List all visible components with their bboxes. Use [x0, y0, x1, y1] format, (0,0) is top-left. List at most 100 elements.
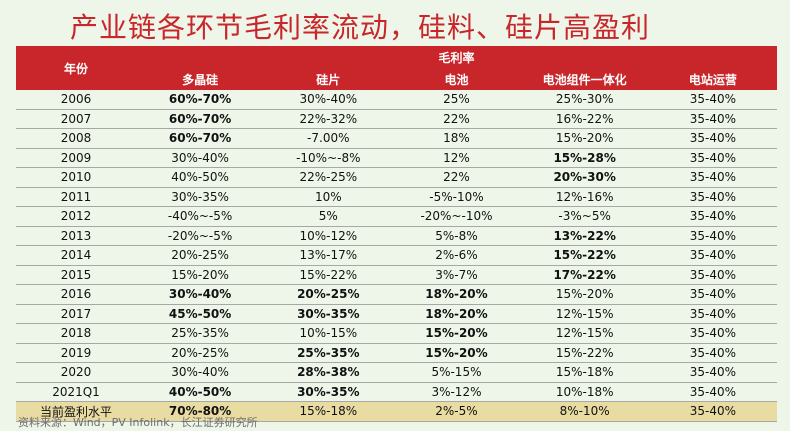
table-row: 2021Q1 40%-50% 30%-35% 3%-12% 10%-18% 35-40%: [16, 382, 777, 402]
margin-cell: 25%-30%: [520, 90, 649, 110]
margin-cell: 30%-40%: [136, 148, 265, 168]
header-row-columns: 多晶硅 硅片 电池 电池组件一体化 电站运营: [16, 68, 777, 90]
margin-cell: 35-40%: [648, 109, 777, 129]
margin-cell: 15%-22%: [264, 265, 393, 285]
margin-cell: 35-40%: [648, 187, 777, 207]
margin-cell: -3%~5%: [520, 206, 649, 227]
margin-cell: 5%-8%: [392, 226, 521, 246]
margin-cell: -40%~-5%: [136, 206, 265, 227]
year-cell: 2007: [16, 109, 136, 129]
margin-cell: 35-40%: [648, 343, 777, 363]
margin-cell: 35-40%: [648, 206, 777, 227]
margin-cell: 22%: [392, 167, 521, 188]
table-row: 2017 45%-50% 30%-35% 18%-20% 12%-15% 35-40%: [16, 304, 777, 324]
margin-cell: 22%: [392, 109, 521, 129]
margin-cell: 17%-22%: [520, 265, 649, 285]
table-row: 2014 20%-25% 13%-17% 2%-6% 15%-22% 35-40%: [16, 245, 777, 266]
margin-cell: 35-40%: [648, 304, 777, 324]
year-cell: 2016: [16, 284, 136, 305]
margin-cell: 5%: [264, 206, 393, 227]
margin-cell: 10%-12%: [264, 226, 393, 246]
table-row: 2013 -20%~-5% 10%-12% 5%-8% 13%-22% 35-40%: [16, 226, 777, 246]
year-cell: 2014: [16, 245, 136, 266]
margin-cell: 35-40%: [648, 167, 777, 188]
margin-cell: 30%-35%: [136, 187, 265, 207]
table-row: 2012 -40%~-5% 5% -20%~-10% -3%~5% 35-40%: [16, 206, 777, 227]
table-row: 2009 30%-40% -10%~-8% 12% 15%-28% 35-40%: [16, 148, 777, 168]
margin-cell: 16%-22%: [520, 109, 649, 129]
table-row: 2007 60%-70% 22%-32% 22% 16%-22% 35-40%: [16, 109, 777, 129]
year-cell: 2019: [16, 343, 136, 363]
margin-cell: 8%-10%: [520, 401, 649, 422]
margin-cell: 12%: [392, 148, 521, 168]
gross-margin-table: 年份 毛利率 多晶硅 硅片 电池 电池组件一体化 电站运营 2006 60%-70…: [16, 46, 777, 422]
margin-cell: 35-40%: [648, 226, 777, 246]
margin-cell: 35-40%: [648, 148, 777, 168]
margin-cell: 25%-35%: [136, 323, 265, 344]
margin-cell: 35-40%: [648, 90, 777, 110]
column-header-cell: 电池: [392, 68, 521, 90]
margin-cell: 2%-5%: [392, 401, 521, 422]
year-cell: 2017: [16, 304, 136, 324]
column-header-wafer: 硅片: [264, 68, 393, 90]
margin-cell: 18%-20%: [392, 304, 521, 324]
slide-title: 产业链各环节毛利率流动，硅料、硅片高盈利: [70, 11, 651, 44]
table-row: 2016 30%-40% 20%-25% 18%-20% 15%-20% 35-40%: [16, 284, 777, 305]
year-cell: 当前盈利水平: [16, 401, 136, 422]
margin-cell: 15%-20%: [136, 265, 265, 285]
margin-cell: 60%-70%: [136, 109, 265, 129]
year-cell: 2021Q1: [16, 382, 136, 402]
margin-cell: 12%-16%: [520, 187, 649, 207]
year-cell: 2011: [16, 187, 136, 207]
column-header-plant-operation: 电站运营: [648, 68, 777, 90]
source-note: 资料来源：Wind，PV Infolink，长江证券研究所: [18, 416, 258, 429]
margin-cell: 20%-25%: [264, 284, 393, 305]
margin-cell: 15%-20%: [520, 284, 649, 305]
gross-margin-group-header: 毛利率: [136, 46, 777, 68]
margin-cell: 10%: [264, 187, 393, 207]
margin-cell: 30%-40%: [136, 284, 265, 305]
table-body: 2006 60%-70% 30%-40% 25% 25%-30% 35-40% 2007 60…: [16, 90, 777, 422]
margin-cell: 60%-70%: [136, 128, 265, 149]
column-header-module-integration: 电池组件一体化: [520, 68, 649, 90]
margin-cell: 35-40%: [648, 382, 777, 402]
margin-cell: 13%-22%: [520, 226, 649, 246]
margin-cell: 15%-22%: [520, 343, 649, 363]
margin-cell: 15%-20%: [392, 323, 521, 344]
table-header: 年份 毛利率 多晶硅 硅片 电池 电池组件一体化 电站运营: [16, 46, 777, 90]
table-row: 2008 60%-70% -7.00% 18% 15%-20% 35-40%: [16, 128, 777, 149]
margin-cell: 18%: [392, 128, 521, 149]
year-cell: 2015: [16, 265, 136, 285]
margin-cell: 18%-20%: [392, 284, 521, 305]
margin-cell: -10%~-8%: [264, 148, 393, 168]
summary-row: 当前盈利水平 70%-80% 15%-18% 2%-5% 8%-10% 35-40%: [16, 401, 777, 422]
margin-cell: 22%-32%: [264, 109, 393, 129]
margin-cell: 15%-18%: [520, 362, 649, 383]
year-cell: 2009: [16, 148, 136, 168]
margin-cell: 45%-50%: [136, 304, 265, 324]
table-row: 2011 30%-35% 10% -5%-10% 12%-16% 35-40%: [16, 187, 777, 207]
margin-cell: 3%-12%: [392, 382, 521, 402]
margin-cell: 20%-25%: [136, 245, 265, 266]
table-row: 2006 60%-70% 30%-40% 25% 25%-30% 35-40%: [16, 90, 777, 110]
table-row: 2019 20%-25% 25%-35% 15%-20% 15%-22% 35-40%: [16, 343, 777, 363]
margin-cell: 25%-35%: [264, 343, 393, 363]
year-cell: 2010: [16, 167, 136, 188]
margin-cell: 2%-6%: [392, 245, 521, 266]
margin-cell: 5%-15%: [392, 362, 521, 383]
margin-cell: 15%-20%: [392, 343, 521, 363]
margin-cell: 30%-35%: [264, 382, 393, 402]
margin-cell: 30%-35%: [264, 304, 393, 324]
margin-cell: -7.00%: [264, 128, 393, 149]
margin-cell: 60%-70%: [136, 90, 265, 110]
margin-cell: 15%-22%: [520, 245, 649, 266]
margin-cell: 35-40%: [648, 323, 777, 344]
table-row: 2018 25%-35% 10%-15% 15%-20% 12%-15% 35-40%: [16, 323, 777, 344]
margin-cell: -5%-10%: [392, 187, 521, 207]
margin-cell: 12%-15%: [520, 304, 649, 324]
margin-cell: 20%-25%: [136, 343, 265, 363]
margin-cell: 35-40%: [648, 245, 777, 266]
column-header-polysilicon: 多晶硅: [136, 68, 265, 90]
margin-cell: 70%-80%: [136, 401, 265, 422]
year-cell: 2018: [16, 323, 136, 344]
